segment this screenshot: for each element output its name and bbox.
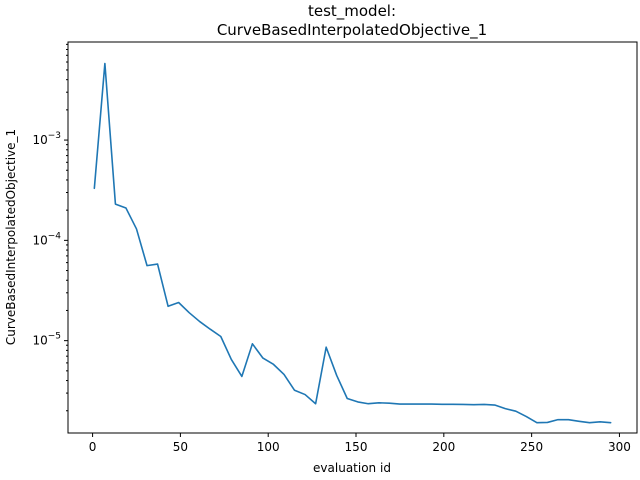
y-axis-label: CurveBasedInterpolatedObjective_1 bbox=[4, 129, 18, 345]
x-tick-label: 250 bbox=[520, 440, 543, 454]
y-tick-label: 10−3 bbox=[32, 131, 61, 147]
y-tick-label: 10−5 bbox=[32, 332, 61, 348]
chart-title-line-2: CurveBasedInterpolatedObjective_1 bbox=[217, 21, 487, 40]
chart-title-line-1: test_model: bbox=[308, 2, 396, 21]
x-tick-label: 100 bbox=[257, 440, 280, 454]
y-tick-label: 10−4 bbox=[32, 231, 61, 247]
x-axis-label: evaluation id bbox=[313, 461, 391, 475]
x-tick-label: 200 bbox=[432, 440, 455, 454]
plot-area bbox=[93, 62, 612, 424]
x-axis-ticks: 0 50 100 150 200 250 300 bbox=[89, 433, 631, 454]
x-tick-label: 150 bbox=[345, 440, 368, 454]
x-tick-label: 50 bbox=[173, 440, 188, 454]
axes-frame bbox=[67, 41, 638, 434]
x-tick-label: 0 bbox=[89, 440, 97, 454]
series-line bbox=[93, 62, 612, 424]
x-tick-label: 300 bbox=[608, 440, 631, 454]
y-axis-ticks: 10−5 10−4 10−3 bbox=[32, 43, 68, 412]
